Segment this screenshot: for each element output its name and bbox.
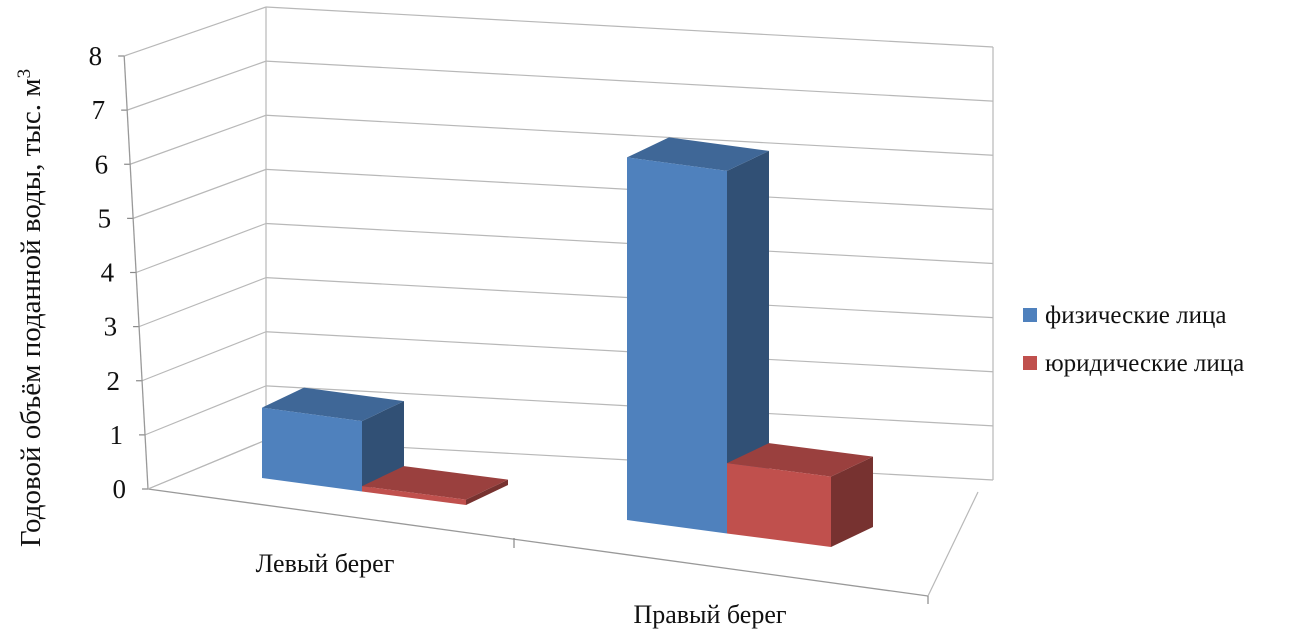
y-tick-label: 8	[89, 41, 103, 71]
bar-side	[466, 479, 508, 505]
legend-swatch	[1023, 356, 1037, 370]
floor-left-edge	[147, 439, 267, 490]
legend-label: физические лица	[1045, 302, 1226, 329]
gridline-left	[132, 168, 267, 219]
legend-label: юридические лица	[1045, 350, 1244, 377]
y-tick-label: 2	[107, 366, 121, 396]
y-tick-labels: 0 1 2 3 4 5 6 7 8	[89, 41, 126, 504]
bar-side	[727, 150, 769, 534]
gridline-left	[135, 222, 267, 274]
gridlines	[118, 6, 994, 490]
y-tick-label: 3	[104, 312, 118, 342]
floor-right-edge	[927, 491, 979, 597]
bar-side	[362, 401, 404, 492]
bar	[627, 157, 727, 534]
axes	[123, 7, 994, 604]
x-tick-label: Правый берег	[633, 600, 786, 629]
y-axis-label: Годовой объём поданной воды, тыс. м3	[14, 69, 47, 547]
gridline-left	[141, 331, 267, 382]
y-tick-label: 0	[113, 474, 127, 504]
bar	[727, 463, 831, 547]
y-axis-line	[123, 55, 149, 490]
bar-top	[262, 387, 404, 422]
y-tick-label: 6	[95, 149, 109, 179]
x-tick-label: Левый берег	[256, 549, 395, 578]
gridline	[265, 114, 994, 156]
y-tick-label: 5	[98, 203, 112, 233]
y-tick-label: 1	[110, 420, 124, 450]
bar-top	[627, 137, 769, 171]
gridline-left	[129, 114, 267, 165]
gridline	[265, 6, 994, 48]
legend-swatch	[1023, 308, 1037, 322]
gridline-left	[126, 60, 267, 111]
gridline-left	[123, 6, 267, 57]
bar-top	[362, 466, 508, 500]
x-tick-labels: Левый берег Правый берег	[256, 549, 787, 629]
gridline	[265, 60, 994, 102]
legend: физические лица юридические лица	[1023, 302, 1244, 377]
x-axis-line	[147, 488, 929, 597]
bars	[262, 137, 873, 547]
bar-side	[831, 456, 873, 547]
bar	[262, 407, 362, 492]
y-tick-label: 4	[101, 258, 115, 288]
bar-top	[727, 443, 873, 477]
gridline-left	[138, 277, 267, 328]
y-tick-label: 7	[92, 95, 106, 125]
gridline-left	[144, 385, 267, 436]
bar	[362, 486, 466, 505]
